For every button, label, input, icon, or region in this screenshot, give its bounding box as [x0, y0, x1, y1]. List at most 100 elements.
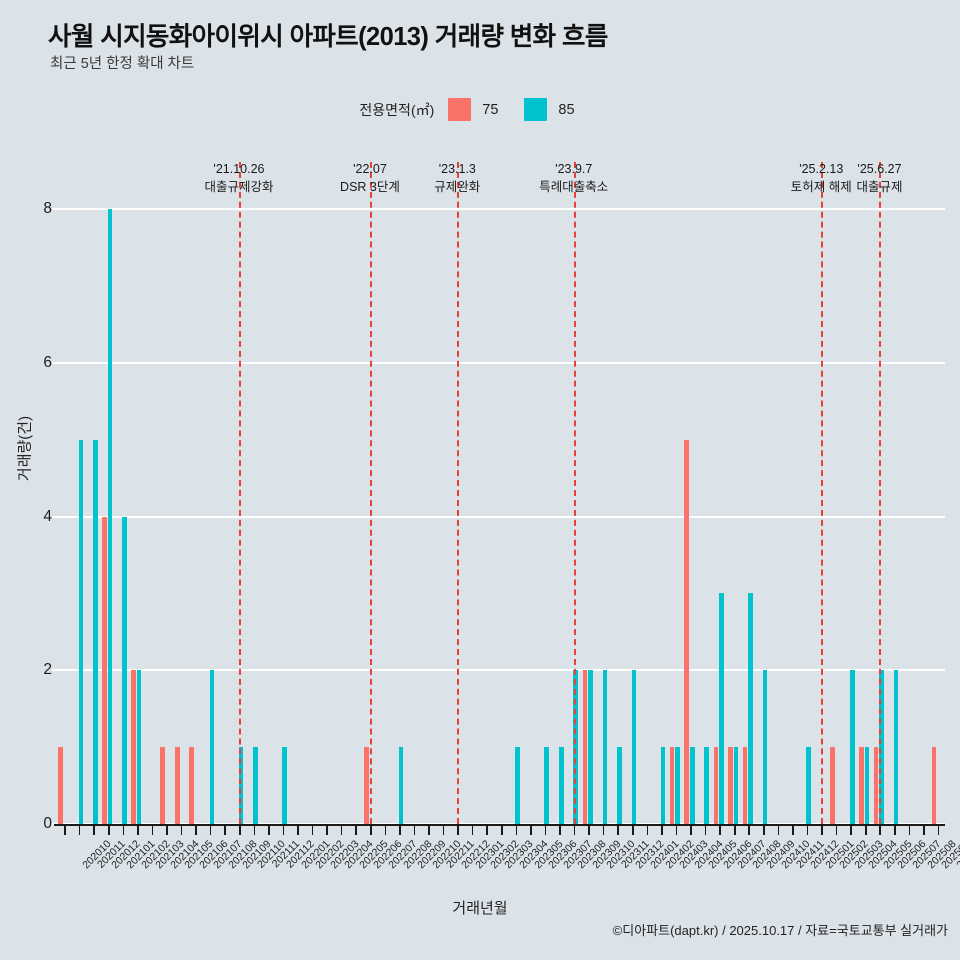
x-tick-mark [457, 826, 459, 835]
x-tick-mark [719, 826, 721, 835]
page-title: 사월 시지동화아이위시 아파트(2013) 거래량 변화 흐름 [48, 23, 608, 51]
event-line [879, 162, 882, 824]
bar-75[interactable] [728, 747, 733, 824]
bar-85[interactable] [544, 747, 549, 824]
bar-85[interactable] [122, 516, 127, 824]
bar-85[interactable] [893, 670, 899, 824]
bar-85[interactable] [515, 747, 520, 824]
bar-75[interactable] [859, 747, 864, 824]
bar-85[interactable] [762, 670, 768, 824]
event-annotation: '25.6.27 대출규제 [856, 160, 902, 196]
page-subtitle: 최근 5년 한정 확대 차트 [50, 56, 195, 72]
x-tick-mark [894, 826, 896, 835]
x-tick-mark [748, 826, 751, 835]
legend-swatch-85 [524, 98, 548, 121]
bar-85[interactable] [719, 593, 724, 824]
bar-75[interactable] [742, 747, 748, 824]
x-tick-mark [224, 826, 226, 835]
bar-85[interactable] [675, 747, 680, 824]
bar-85[interactable] [733, 747, 739, 824]
bar-75[interactable] [931, 747, 937, 824]
x-tick-mark [238, 826, 241, 835]
bar-85[interactable] [864, 747, 870, 824]
bar-75[interactable] [189, 747, 195, 824]
y-tick-label: 6 [43, 353, 52, 371]
event-annotation: '23.1.3 규제완화 [434, 160, 480, 196]
bar-85[interactable] [704, 747, 710, 824]
bar-85[interactable] [660, 747, 666, 824]
bar-75[interactable] [102, 516, 107, 824]
bar-85[interactable] [398, 747, 404, 824]
x-tick-mark [311, 826, 314, 835]
event-annotation: '22.07 DSR 3단계 [340, 160, 400, 196]
x-tick-mark [297, 826, 299, 835]
x-tick-mark [471, 826, 474, 835]
y-tick-label: 2 [43, 661, 52, 679]
event-date: '23.9.7 [555, 162, 593, 176]
x-tick-mark [792, 826, 794, 835]
gridline [57, 669, 945, 672]
event-annotation: '21.10.26 대출규제강화 [204, 160, 273, 196]
event-date: '25.6.27 [857, 162, 902, 176]
x-tick-mark [763, 826, 765, 835]
bar-85[interactable] [253, 747, 258, 824]
x-tick-mark [864, 826, 867, 835]
x-tick-mark [821, 826, 823, 835]
legend-label-85: 85 [558, 101, 575, 118]
bar-75[interactable] [131, 670, 136, 824]
bar-75[interactable] [829, 747, 835, 824]
bar-75[interactable] [160, 747, 165, 824]
x-tick-mark [661, 826, 663, 835]
bar-85[interactable] [631, 670, 637, 824]
x-tick-mark [209, 826, 212, 835]
x-tick-mark [137, 826, 139, 835]
legend-item-85[interactable]: 85 [524, 98, 575, 121]
bar-85[interactable] [850, 670, 855, 824]
bar-75[interactable] [873, 747, 879, 824]
bar-85[interactable] [107, 209, 113, 824]
y-tick-label: 8 [43, 200, 52, 217]
event-line [573, 162, 576, 824]
bar-75[interactable] [582, 670, 588, 824]
bar-75[interactable] [684, 439, 690, 824]
gridline [57, 361, 945, 364]
x-tick-mark [326, 826, 328, 835]
x-tick-mark [573, 826, 576, 835]
bar-85[interactable] [209, 670, 215, 824]
bar-85[interactable] [136, 670, 142, 824]
x-tick-mark [282, 826, 285, 835]
x-tick-mark [733, 826, 736, 835]
y-tick-mark [52, 361, 59, 364]
x-tick-mark [879, 826, 882, 835]
bar-85[interactable] [689, 747, 695, 824]
x-axis-title: 거래년월 [452, 900, 508, 917]
event-label: 특례대출축소 [539, 180, 609, 195]
event-date: '22.07 [353, 162, 387, 176]
bar-75[interactable] [713, 747, 719, 824]
legend-swatch-75 [448, 98, 472, 121]
x-tick-mark [428, 826, 430, 835]
legend-item-75[interactable]: 75 [448, 98, 498, 121]
bar-85[interactable] [558, 747, 564, 824]
x-tick-mark [122, 826, 125, 835]
bar-85[interactable] [806, 747, 811, 824]
gridline [57, 208, 945, 210]
bar-85[interactable] [748, 593, 753, 824]
bar-85[interactable] [282, 747, 287, 824]
bar-75[interactable] [669, 747, 675, 824]
bar-75[interactable] [58, 747, 64, 824]
bar-75[interactable] [174, 747, 180, 824]
event-label: DSR 3단계 [340, 180, 400, 195]
bar-75[interactable] [364, 747, 369, 824]
bar-85[interactable] [93, 439, 98, 824]
bar-85[interactable] [588, 670, 593, 824]
bar-85[interactable] [602, 670, 608, 824]
bar-85[interactable] [617, 747, 622, 824]
bar-85[interactable] [78, 439, 84, 824]
event-label: 규제완화 [434, 180, 481, 195]
x-tick-mark [384, 826, 387, 835]
x-tick-mark [835, 826, 838, 835]
event-line [238, 162, 241, 824]
x-tick-mark [632, 826, 634, 835]
